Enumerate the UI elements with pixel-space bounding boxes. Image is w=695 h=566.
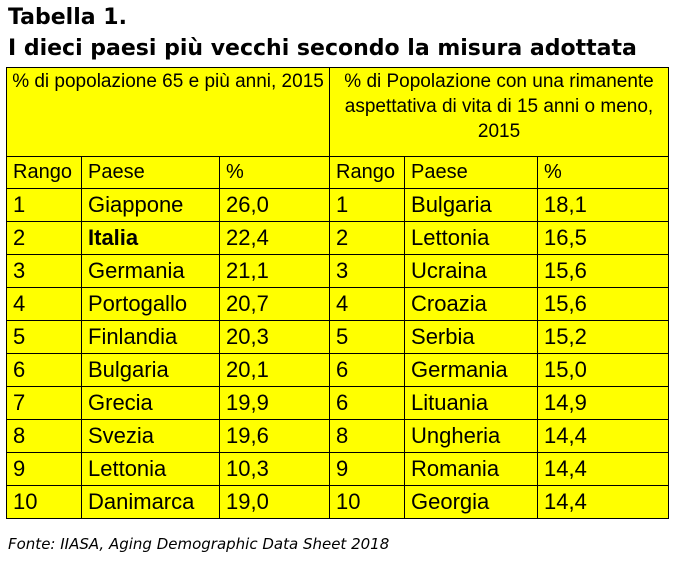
value-left: 22,4 (218, 221, 331, 255)
value-right: 15,6 (537, 254, 670, 288)
rank-left: 3 (6, 254, 82, 288)
value-right: 15,0 (537, 353, 670, 387)
right-group-header: % di Popolazione con una rimanente aspet… (329, 67, 670, 157)
table-row: 8 Svezia 19,6 8 Ungheria 14,4 (6, 419, 670, 453)
country-right: Croazia (404, 287, 539, 321)
value-left: 20,7 (218, 287, 331, 321)
table-row: 10 Danimarca 19,0 10 Georgia 14,4 (6, 485, 670, 519)
value-right: 14,4 (537, 419, 670, 453)
value-right: 15,6 (537, 287, 670, 321)
rank-left: 4 (6, 287, 82, 321)
table-row: 7 Grecia 19,9 6 Lituania 14,9 (6, 386, 670, 420)
value-right: 18,1 (537, 188, 670, 222)
value-right: 14,4 (537, 485, 670, 519)
table-row: 1 Giappone 26,0 1 Bulgaria 18,1 (6, 188, 670, 222)
col-header-percent-left: % (218, 156, 331, 189)
table-body: 1 Giappone 26,0 1 Bulgaria 18,1 2 Italia 22,4 2 Le… (6, 188, 670, 519)
rank-left: 1 (6, 188, 82, 222)
rank-right: 10 (329, 485, 406, 519)
value-left: 19,6 (218, 419, 331, 453)
country-right: Georgia (404, 485, 539, 519)
col-header-rango-right: Rango (329, 156, 406, 189)
value-left: 19,9 (218, 386, 331, 420)
value-left: 21,1 (218, 254, 331, 288)
value-left: 19,0 (218, 485, 331, 519)
value-right: 16,5 (537, 221, 670, 255)
rank-right: 6 (329, 386, 406, 420)
rank-right: 8 (329, 419, 406, 453)
country-left: Germania (81, 254, 220, 288)
country-left: Italia (81, 221, 220, 255)
rank-left: 7 (6, 386, 82, 420)
value-right: 14,4 (537, 452, 670, 486)
country-right: Serbia (404, 320, 539, 354)
country-left: Svezia (81, 419, 220, 453)
column-header-row: Rango Paese % Rango Paese % (6, 156, 670, 189)
country-right: Romania (404, 452, 539, 486)
value-left: 10,3 (218, 452, 331, 486)
country-right: Ucraina (404, 254, 539, 288)
table-title: Tabella 1. (8, 5, 127, 30)
country-right: Ungheria (404, 419, 539, 453)
col-header-paese-right: Paese (404, 156, 539, 189)
value-left: 26,0 (218, 188, 331, 222)
rank-left: 8 (6, 419, 82, 453)
rank-right: 4 (329, 287, 406, 321)
rank-right: 5 (329, 320, 406, 354)
rank-left: 10 (6, 485, 82, 519)
rank-left: 5 (6, 320, 82, 354)
col-header-paese-left: Paese (81, 156, 220, 189)
country-left: Bulgaria (81, 353, 220, 387)
country-right: Lettonia (404, 221, 539, 255)
table-subtitle: I dieci paesi più vecchi secondo la misu… (8, 36, 637, 61)
rank-right: 1 (329, 188, 406, 222)
table-row: 6 Bulgaria 20,1 6 Germania 15,0 (6, 353, 670, 387)
col-header-rango-left: Rango (6, 156, 82, 189)
value-left: 20,1 (218, 353, 331, 387)
country-left: Danimarca (81, 485, 220, 519)
country-left: Grecia (81, 386, 220, 420)
rank-right: 2 (329, 221, 406, 255)
country-left: Portogallo (81, 287, 220, 321)
country-right: Lituania (404, 386, 539, 420)
country-left: Giappone (81, 188, 220, 222)
value-left: 20,3 (218, 320, 331, 354)
ranking-table: % di popolazione 65 e più anni, 2015 % d… (5, 67, 670, 519)
country-left: Lettonia (81, 452, 220, 486)
rank-right: 9 (329, 452, 406, 486)
country-right: Bulgaria (404, 188, 539, 222)
left-group-header: % di popolazione 65 e più anni, 2015 (5, 67, 331, 157)
value-right: 15,2 (537, 320, 670, 354)
table-row: 5 Finlandia 20,3 5 Serbia 15,2 (6, 320, 670, 354)
table-row: 4 Portogallo 20,7 4 Croazia 15,6 (6, 287, 670, 321)
table-row: 9 Lettonia 10,3 9 Romania 14,4 (6, 452, 670, 486)
rank-left: 9 (6, 452, 82, 486)
source-note: Fonte: IIASA, Aging Demographic Data She… (8, 535, 390, 553)
country-left: Finlandia (81, 320, 220, 354)
rank-right: 3 (329, 254, 406, 288)
value-right: 14,9 (537, 386, 670, 420)
rank-right: 6 (329, 353, 406, 387)
rank-left: 6 (6, 353, 82, 387)
col-header-percent-right: % (537, 156, 670, 189)
table-row: 2 Italia 22,4 2 Lettonia 16,5 (6, 221, 670, 255)
group-header-row: % di popolazione 65 e più anni, 2015 % d… (5, 67, 670, 157)
rank-left: 2 (6, 221, 82, 255)
table-row: 3 Germania 21,1 3 Ucraina 15,6 (6, 254, 670, 288)
country-right: Germania (404, 353, 539, 387)
